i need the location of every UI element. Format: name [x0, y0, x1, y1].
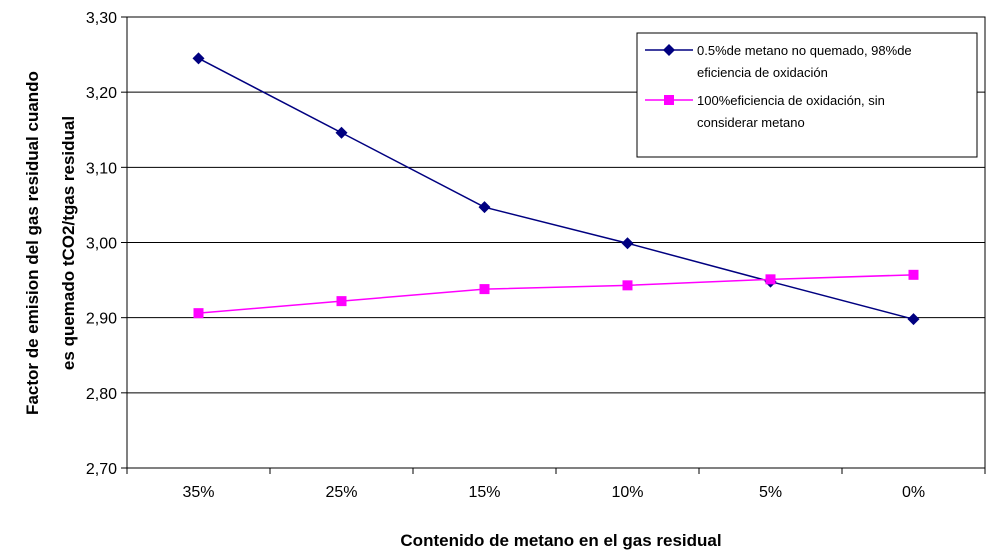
series-1-line	[198, 57, 914, 320]
y-tick-label: 2,80	[86, 386, 117, 403]
x-axis-ticks: 35% 25% 15% 10% 5% 0%	[126, 468, 986, 501]
series-1-point	[621, 237, 634, 250]
legend-label-series-2-line-2: considerar metano	[697, 115, 805, 130]
y-tick-label: 2,70	[86, 461, 117, 478]
legend-label-series-1-line-1: 0.5%de metano no quemado, 98%de	[697, 43, 912, 58]
x-axis-title: Contenido de metano en el gas residual	[400, 531, 721, 550]
series-2-point	[622, 280, 633, 291]
series-1-point	[907, 313, 920, 326]
x-tick-label: 10%	[611, 484, 643, 501]
series-1-point	[478, 201, 491, 214]
y-axis-title-line-1: Factor de emision del gas residual cuand…	[23, 71, 42, 415]
series-2-point	[908, 269, 919, 280]
x-tick-label: 35%	[182, 484, 214, 501]
y-tick-label: 3,10	[86, 160, 117, 177]
series-1-point	[192, 52, 205, 65]
x-tick-label: 5%	[759, 484, 782, 501]
x-tick-label: 0%	[902, 484, 925, 501]
series-1-point	[335, 126, 348, 139]
y-tick-label: 3,20	[86, 85, 117, 102]
y-tick-label: 3,00	[86, 236, 117, 253]
y-tick-label: 3,30	[86, 10, 117, 27]
series-2-point	[765, 274, 776, 285]
x-tick-label: 25%	[325, 484, 357, 501]
legend-label-series-1-line-2: eficiencia de oxidación	[697, 65, 828, 80]
legend-label-series-2-line-1: 100%eficiencia de oxidación, sin	[697, 93, 885, 108]
series-2-line	[198, 274, 914, 314]
legend-marker-series-2	[664, 95, 674, 105]
y-axis-ticks: 2,70 2,80 2,90 3,00 3,10 3,20 3,30	[86, 10, 127, 478]
series-2-point	[479, 284, 490, 295]
series-2-point	[336, 296, 347, 307]
legend: 0.5%de metano no quemado, 98%de eficienc…	[636, 32, 978, 158]
y-axis-title-line-2: es quemado tCO2/tgas residual	[59, 116, 78, 370]
legend-marker-series-1	[663, 44, 675, 56]
series-2-point	[193, 308, 204, 319]
y-tick-label: 2,90	[86, 311, 117, 328]
legend-box	[636, 32, 978, 158]
x-tick-label: 15%	[468, 484, 500, 501]
series-layer	[192, 52, 920, 326]
